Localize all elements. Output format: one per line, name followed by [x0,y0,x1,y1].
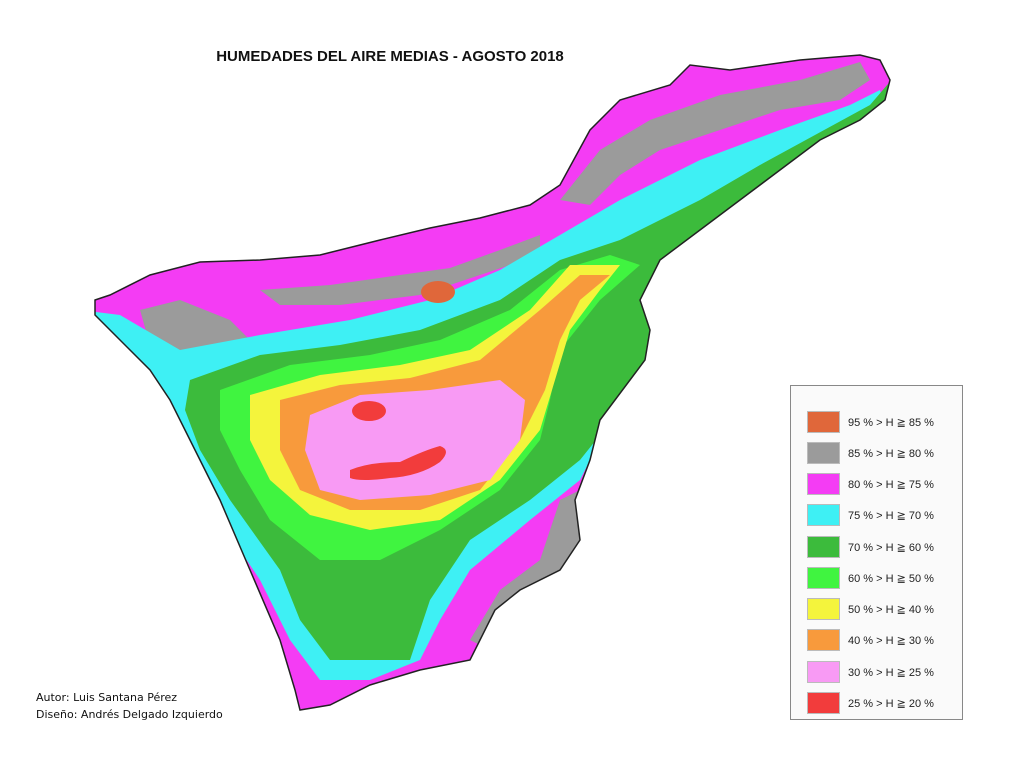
legend-item: 80 % > H ≧ 75 % [807,473,934,495]
legend-label: 50 % > H ≧ 40 % [848,603,934,616]
legend-label: 75 % > H ≧ 70 % [848,509,934,522]
legend-item: 85 % > H ≧ 80 % [807,442,934,464]
zone-85-80-north-2 [260,235,540,305]
legend-swatch [807,473,840,495]
legend-swatch [807,567,840,589]
legend-swatch [807,598,840,620]
legend-label: 40 % > H ≧ 30 % [848,634,934,647]
legend-swatch [807,661,840,683]
legend-label: 85 % > H ≧ 80 % [848,447,934,460]
legend-item: 25 % > H ≧ 20 % [807,692,934,714]
legend-label: 25 % > H ≧ 20 % [848,697,934,710]
legend-swatch [807,629,840,651]
map-title: HUMEDADES DEL AIRE MEDIAS - AGOSTO 2018 [216,48,564,65]
legend-swatch [807,536,840,558]
legend-item: 70 % > H ≧ 60 % [807,536,934,558]
legend-swatch [807,692,840,714]
zone-25-20-streak [350,446,446,480]
author-credit: Autor: Luis Santana Pérez [36,691,178,704]
legend-item: 60 % > H ≧ 50 % [807,567,934,589]
legend: 95 % > H ≧ 85 % 85 % > H ≧ 80 % 80 % > H… [790,385,963,720]
legend-item: 50 % > H ≧ 40 % [807,598,934,620]
zone-25-20-peak [352,401,386,421]
legend-label: 70 % > H ≧ 60 % [848,541,934,554]
legend-label: 80 % > H ≧ 75 % [848,478,934,491]
zone-85-80-north [560,62,870,205]
legend-swatch [807,442,840,464]
legend-swatch [807,504,840,526]
legend-label: 95 % > H ≧ 85 % [848,416,934,429]
island-outline [94,54,891,711]
design-credit: Diseño: Andrés Delgado Izquierdo [36,708,223,721]
legend-item: 75 % > H ≧ 70 % [807,504,934,526]
legend-label: 30 % > H ≧ 25 % [848,666,934,679]
credits: Autor: Luis Santana Pérez Diseño: Andrés… [36,689,223,723]
legend-item: 40 % > H ≧ 30 % [807,629,934,651]
legend-item: 95 % > H ≧ 85 % [807,411,934,433]
zone-95-85 [421,281,455,303]
legend-item: 30 % > H ≧ 25 % [807,661,934,683]
legend-swatch [807,411,840,433]
legend-label: 60 % > H ≧ 50 % [848,572,934,585]
